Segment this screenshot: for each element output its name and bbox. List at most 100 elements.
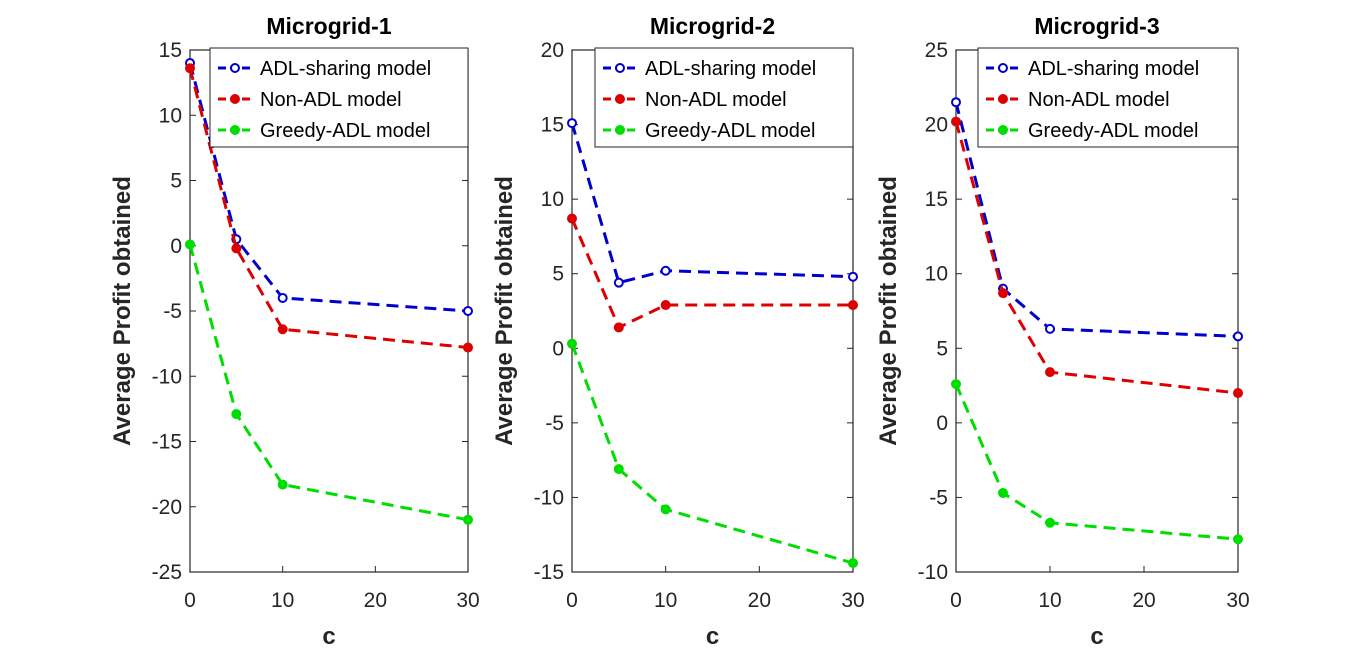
- chart-panel-3: Microgrid-3 0 10 20 30 25 20 15 10 5 0 -5 -10 c Averag…: [875, 13, 1250, 650]
- data-point: [1045, 517, 1055, 528]
- y-tick-label: -15: [152, 431, 182, 454]
- legend-marker: [615, 63, 625, 73]
- series-line-3: [188, 244, 469, 522]
- data-point: [998, 487, 1008, 498]
- x-tick-label: 10: [1038, 589, 1061, 612]
- data-point: [660, 504, 671, 515]
- data-point: [1233, 388, 1243, 399]
- legend-marker: [998, 94, 1008, 104]
- y-axis-label: Average Profit obtained: [109, 176, 136, 446]
- chart-panel-1: Microgrid-1 0 10 20 30 15 10 5 0 -5 -10 -15 -20 -25 c A…: [109, 13, 480, 650]
- legend-marker: [230, 94, 240, 104]
- chart-title: Microgrid-2: [650, 13, 775, 39]
- x-tick-label: 10: [654, 589, 677, 612]
- data-point: [277, 292, 288, 303]
- y-tick-label: 5: [170, 170, 182, 193]
- x-tick-label: 20: [1132, 589, 1155, 612]
- data-point: [185, 239, 195, 250]
- data-point: [1233, 331, 1243, 342]
- x-axis-label: c: [706, 623, 719, 650]
- chart-title: Microgrid-3: [1034, 13, 1159, 39]
- y-tick-label: 0: [552, 337, 564, 360]
- legend-entry: Greedy-ADL model: [1028, 120, 1198, 142]
- legend-marker: [998, 63, 1008, 73]
- data-point: [463, 514, 473, 525]
- x-axis-label: c: [1090, 623, 1103, 650]
- data-point: [1233, 534, 1243, 545]
- series-line-3: [570, 343, 854, 565]
- y-tick-label: 10: [159, 104, 182, 127]
- y-tick-label: 10: [925, 263, 948, 286]
- legend-entry: Non-ADL model: [645, 89, 787, 111]
- series-line-2: [954, 121, 1239, 395]
- y-tick-label: -15: [534, 561, 564, 584]
- legend-marker: [230, 63, 240, 73]
- legend-marker: [615, 125, 625, 135]
- y-tick-label: 15: [159, 39, 182, 62]
- y-tick-label: -20: [152, 496, 182, 519]
- data-point: [1045, 323, 1055, 334]
- data-point: [660, 265, 671, 276]
- data-point: [567, 338, 577, 349]
- legend-marker: [998, 125, 1008, 135]
- legend-box: [977, 47, 1239, 148]
- data-point: [231, 243, 242, 254]
- y-tick-label: 0: [170, 235, 182, 258]
- data-point: [613, 322, 624, 333]
- chart-title: Microgrid-1: [266, 13, 391, 39]
- series-line-1: [954, 101, 1239, 338]
- y-tick-label: -25: [152, 561, 182, 584]
- data-point: [185, 63, 195, 74]
- y-tick-label: 0: [936, 412, 948, 435]
- data-point: [613, 464, 624, 475]
- y-tick-label: 20: [925, 114, 948, 137]
- legend-entry: Greedy-ADL model: [260, 120, 430, 142]
- x-tick-label: 30: [841, 589, 864, 612]
- legend-entry: Greedy-ADL model: [645, 120, 815, 142]
- y-tick-label: -10: [152, 365, 182, 388]
- y-tick-label: 25: [925, 39, 948, 62]
- data-point: [463, 342, 473, 353]
- data-point: [848, 271, 858, 282]
- x-tick-label: 0: [950, 589, 962, 612]
- legend-box: [209, 47, 469, 148]
- y-tick-label: -10: [918, 561, 948, 584]
- y-tick-label: 5: [936, 337, 948, 360]
- series-line-1: [188, 62, 469, 313]
- y-axis-label: Average Profit obtained: [491, 176, 518, 446]
- legend-entry: Non-ADL model: [1028, 89, 1170, 111]
- data-point: [998, 288, 1008, 299]
- legend-marker: [615, 94, 625, 104]
- x-axis-label: c: [322, 623, 335, 650]
- data-point: [951, 379, 961, 390]
- x-tick-label: 30: [456, 589, 479, 612]
- data-point: [660, 300, 671, 311]
- x-tick-label: 0: [184, 589, 196, 612]
- y-tick-label: 15: [925, 188, 948, 211]
- legend-marker: [230, 125, 240, 135]
- legend-box: [594, 47, 854, 148]
- data-point: [277, 324, 288, 335]
- data-point: [848, 300, 858, 311]
- legend-entry: ADL-sharing model: [260, 58, 431, 80]
- y-axis-label: Average Profit obtained: [875, 176, 902, 446]
- legend-entry: Non-ADL model: [260, 89, 402, 111]
- data-point: [1045, 367, 1055, 378]
- x-tick-label: 30: [1226, 589, 1249, 612]
- data-point: [613, 277, 624, 288]
- legend-entry: ADL-sharing model: [645, 58, 816, 80]
- y-tick-label: -10: [534, 486, 564, 509]
- series-line-1: [570, 122, 854, 285]
- data-point: [463, 306, 473, 316]
- data-point: [951, 97, 961, 108]
- legend-entry: ADL-sharing model: [1028, 58, 1199, 80]
- y-tick-label: 10: [541, 188, 564, 211]
- data-point: [848, 558, 858, 569]
- data-point: [567, 213, 577, 224]
- series-line-2: [188, 67, 469, 350]
- y-tick-label: -5: [929, 486, 948, 509]
- series-line-2: [570, 217, 853, 330]
- x-tick-label: 20: [748, 589, 771, 612]
